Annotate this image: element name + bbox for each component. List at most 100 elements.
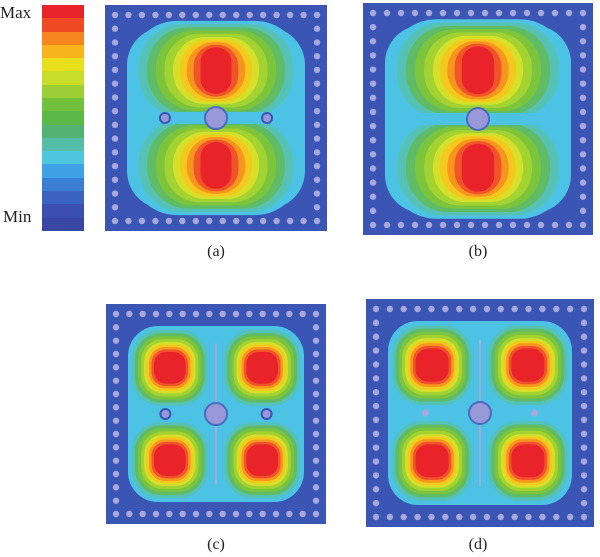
via-hole (312, 377, 320, 384)
field-contour (246, 352, 278, 384)
via-hole (166, 510, 173, 518)
via-hole (481, 9, 489, 17)
via-hole (411, 9, 419, 17)
via-hole (428, 513, 435, 521)
center-rod (466, 107, 490, 131)
via-hole (112, 310, 120, 318)
via-hole (192, 510, 200, 518)
via-hole (369, 108, 377, 116)
via-hole (111, 176, 119, 183)
colorbar-swatch (42, 124, 84, 138)
field-contour (461, 46, 495, 95)
via-hole (369, 165, 377, 172)
via-hole (565, 221, 573, 229)
via-hole (580, 389, 588, 396)
via-hole (397, 9, 405, 17)
via-hole (369, 207, 377, 215)
via-hole (139, 510, 146, 518)
via-hole (112, 484, 120, 491)
via-hole (126, 310, 133, 318)
via-hole (383, 221, 391, 229)
colorbar-swatch (42, 44, 84, 59)
via-hole (579, 9, 587, 17)
side-via (531, 409, 539, 417)
via-hole (414, 305, 421, 313)
via-hole (483, 305, 491, 313)
via-hole (312, 430, 320, 438)
via-hole (206, 217, 213, 225)
via-hole (579, 207, 587, 215)
via-hole (369, 193, 377, 200)
via-hole (495, 9, 503, 17)
via-hole (372, 513, 380, 521)
via-hole (219, 510, 226, 518)
via-hole (313, 149, 321, 156)
via-hole (553, 513, 560, 521)
via-hole (312, 417, 320, 424)
via-hole (580, 472, 588, 479)
via-hole (286, 510, 293, 518)
via-hole (523, 221, 531, 229)
via-hole (111, 190, 119, 197)
via-hole (579, 165, 587, 172)
via-hole (246, 11, 253, 19)
via-hole (372, 389, 380, 396)
via-hole (539, 513, 546, 521)
colorbar-swatch (42, 151, 84, 165)
via-hole (369, 52, 377, 59)
via-hole (537, 9, 545, 17)
via-hole (112, 430, 120, 438)
via-hole (553, 305, 560, 313)
via-hole (313, 217, 321, 225)
via-hole (372, 444, 380, 451)
via-hole (580, 430, 588, 437)
via-hole (372, 458, 380, 465)
via-hole (111, 204, 119, 211)
via-hole (369, 151, 377, 158)
via-hole (580, 499, 588, 507)
field-contour (415, 348, 449, 382)
colorbar (42, 5, 84, 231)
via-hole (372, 319, 380, 327)
via-hole (179, 11, 186, 19)
via-hole (312, 510, 320, 518)
via-hole (299, 510, 306, 518)
via-hole (511, 513, 518, 521)
via-hole (369, 137, 377, 144)
via-hole (580, 375, 588, 382)
caption-c: (c) (207, 536, 225, 553)
via-hole (232, 310, 240, 318)
via-hole (369, 80, 377, 87)
via-hole (579, 137, 587, 144)
via-hole (369, 221, 377, 229)
via-hole (372, 305, 380, 313)
via-hole (300, 11, 307, 19)
via-hole (312, 350, 320, 358)
field-contour (461, 143, 495, 192)
via-hole (246, 217, 253, 225)
side-rod (159, 408, 172, 420)
via-hole (112, 404, 120, 411)
via-hole (565, 9, 573, 17)
side-rod (260, 408, 273, 420)
via-hole (372, 402, 380, 410)
via-hole (497, 513, 504, 521)
via-hole (313, 11, 321, 19)
via-hole (259, 217, 267, 225)
colorbar-swatch (42, 164, 84, 178)
via-hole (467, 9, 475, 17)
via-hole (400, 513, 407, 521)
via-hole (312, 310, 320, 318)
colorbar-swatch (42, 204, 84, 218)
via-hole (579, 108, 587, 116)
via-hole (219, 310, 226, 318)
via-hole (579, 94, 587, 102)
via-hole (386, 513, 394, 521)
via-hole (397, 221, 405, 229)
colorbar-swatch (42, 71, 84, 85)
via-hole (312, 497, 320, 504)
via-hole (233, 217, 240, 225)
via-hole (579, 23, 587, 31)
via-hole (232, 510, 240, 518)
field-contour (511, 444, 545, 478)
